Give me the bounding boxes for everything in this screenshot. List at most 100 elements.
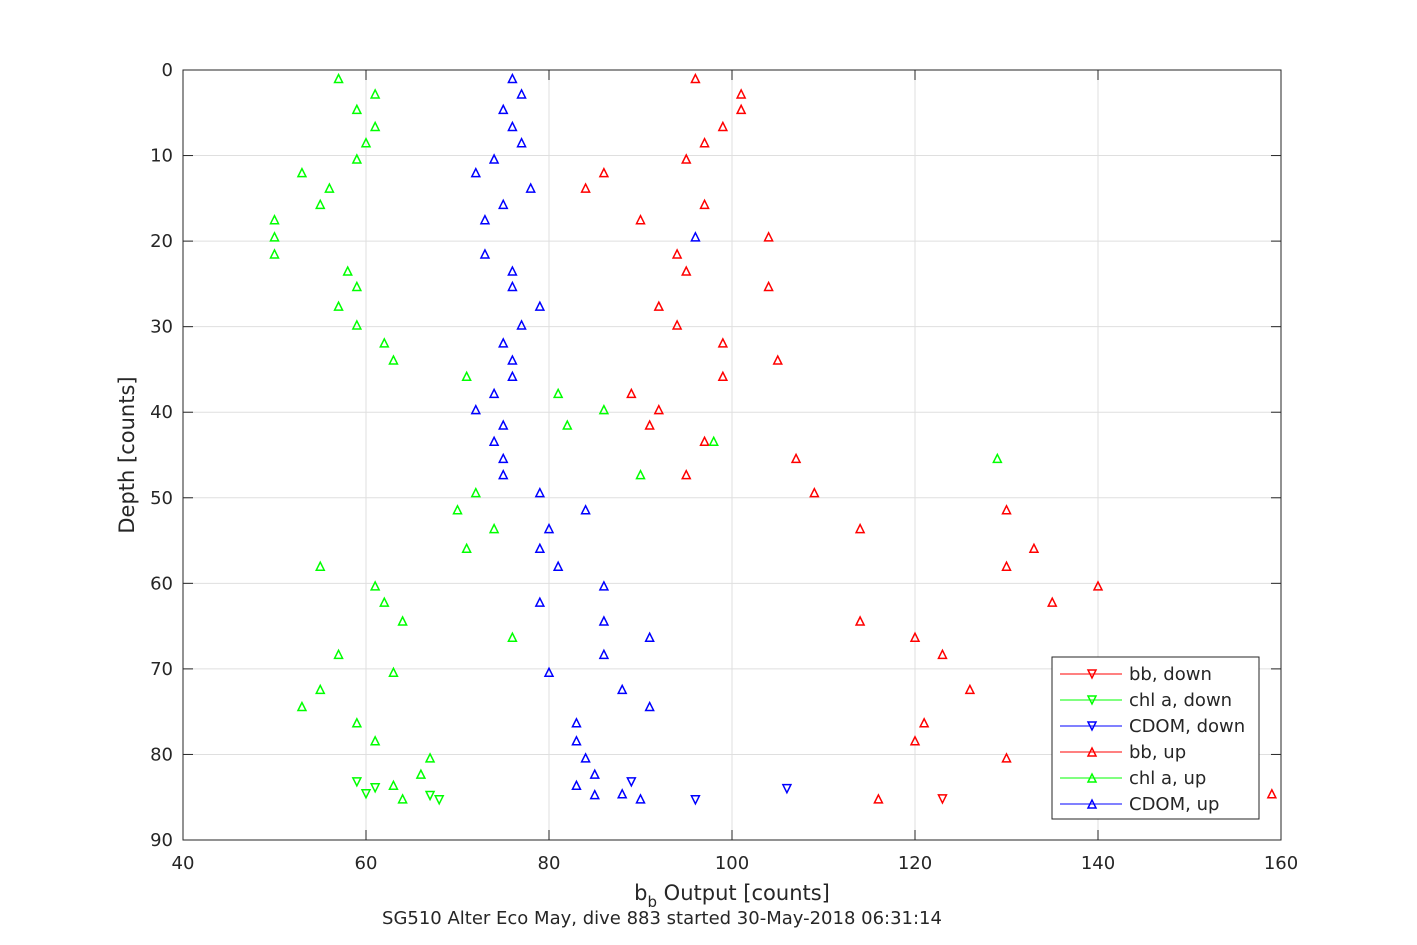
- point-cdom-up: [498, 337, 509, 348]
- point-cdom-up: [589, 788, 600, 800]
- y-tick-label: 20: [150, 231, 173, 252]
- point-bb-up: [772, 354, 783, 365]
- point-chl-a-up: [369, 120, 381, 132]
- point-chl-a-up: [507, 631, 518, 642]
- point-cdom-up: [516, 319, 527, 330]
- point-bb-up: [1001, 560, 1012, 571]
- point-cdom-up: [690, 231, 701, 242]
- point-bb-up: [699, 435, 710, 447]
- point-cdom-up: [507, 265, 518, 276]
- point-chl-a-up: [388, 666, 399, 678]
- point-bb-up: [1092, 580, 1104, 591]
- point-chl-a-up: [470, 486, 482, 498]
- point-chl-a-up: [269, 248, 280, 259]
- x-axis-label-subscript: b: [647, 893, 657, 911]
- point-bb-up: [681, 153, 692, 164]
- chart-title: SG510 Alter Eco May, dive 883 started 30…: [382, 908, 942, 929]
- point-bb-up: [717, 370, 729, 382]
- point-cdom-up: [589, 768, 600, 779]
- point-bb-up: [909, 631, 921, 642]
- legend-marker-bb-up: [1086, 746, 1098, 757]
- point-cdom-up: [507, 354, 518, 365]
- point-chl-a-up: [488, 522, 500, 534]
- point-bb-up: [1001, 504, 1012, 515]
- legend-label-bb-up: bb, up: [1129, 742, 1186, 763]
- point-chl-a-up: [388, 779, 399, 790]
- point-cdom-up: [498, 419, 509, 430]
- point-chl-a-down: [360, 789, 372, 800]
- point-bb-up: [653, 403, 665, 415]
- point-cdom-up: [543, 522, 555, 534]
- point-bb-up: [699, 137, 710, 148]
- data-points: [269, 72, 1278, 806]
- point-bb-up: [1266, 788, 1278, 799]
- point-bb-up: [1028, 542, 1040, 554]
- point-cdom-up: [516, 137, 527, 148]
- point-chl-a-up: [635, 469, 646, 480]
- point-cdom-up: [534, 542, 546, 554]
- y-tick-label: 10: [150, 146, 173, 167]
- point-cdom-up: [580, 752, 591, 763]
- legend-label-cdom-down: CDOM, down: [1129, 716, 1245, 737]
- point-chl-a-up: [315, 198, 326, 210]
- point-cdom-up: [507, 72, 518, 84]
- point-chl-a-up: [562, 419, 573, 430]
- point-chl-a-up: [388, 354, 399, 365]
- point-cdom-up: [580, 504, 591, 515]
- point-chl-a-up: [397, 793, 408, 804]
- point-cdom-up: [635, 793, 646, 804]
- point-chl-a-up: [452, 504, 463, 515]
- point-chl-a-up: [351, 319, 363, 330]
- y-tick-label: 60: [150, 573, 173, 594]
- point-bb-up: [699, 198, 710, 210]
- x-tick-label: 120: [898, 853, 932, 874]
- legend-label-cdom-up: CDOM, up: [1129, 794, 1219, 815]
- legend-entries: bb, down chl a, down CDOM, down bb, up chl a…: [1060, 664, 1245, 815]
- point-chl-a-up: [598, 403, 610, 415]
- point-bb-up: [671, 319, 683, 330]
- legend-marker-bb-down: [1086, 669, 1098, 680]
- point-cdom-up: [644, 631, 655, 642]
- point-chl-a-up: [415, 768, 427, 779]
- point-cdom-up: [516, 88, 527, 99]
- y-tick-label: 40: [150, 402, 173, 423]
- point-chl-a-up: [351, 103, 363, 115]
- point-chl-a-up: [342, 265, 353, 276]
- point-bb-up: [653, 300, 665, 311]
- point-cdom-up: [616, 788, 628, 799]
- legend-marker-chl-a-down: [1086, 695, 1098, 706]
- x-tick-label: 100: [715, 853, 749, 874]
- point-bb-up: [964, 683, 976, 695]
- point-bb-up: [918, 717, 930, 728]
- x-axis-label-main: b: [634, 881, 647, 905]
- point-cdom-up: [525, 182, 536, 193]
- y-tick-label: 50: [150, 488, 173, 509]
- legend-label-bb-down: bb, down: [1129, 664, 1212, 685]
- legend-box: [1051, 656, 1260, 820]
- point-cdom-up: [543, 666, 555, 678]
- y-tick-label: 0: [162, 60, 173, 81]
- point-bb-up: [809, 486, 820, 498]
- x-tick-label: 80: [538, 853, 561, 874]
- legend-label-chl-a-down: chl a, down: [1129, 690, 1232, 711]
- point-cdom-up: [498, 469, 509, 480]
- point-cdom-up: [534, 486, 546, 498]
- point-cdom-up: [488, 387, 500, 399]
- point-cdom-up: [488, 153, 500, 164]
- axis-ticks: [182, 69, 1282, 841]
- point-chl-a-up: [296, 166, 308, 178]
- y-tick-label: 90: [150, 830, 173, 851]
- x-axis-label: bb Output [counts]: [634, 881, 830, 911]
- point-bb-up: [644, 419, 655, 430]
- y-tick-label: 70: [150, 659, 173, 680]
- legend-label-chl-a-up: chl a, up: [1129, 768, 1206, 789]
- point-cdom-up: [534, 596, 546, 607]
- point-cdom-up: [498, 198, 509, 210]
- point-bb-up: [671, 248, 683, 259]
- point-bb-up: [763, 231, 774, 242]
- point-bb-up: [635, 214, 646, 225]
- point-cdom-up: [470, 403, 482, 415]
- point-chl-a-up: [992, 452, 1003, 464]
- point-bb-up: [854, 615, 866, 626]
